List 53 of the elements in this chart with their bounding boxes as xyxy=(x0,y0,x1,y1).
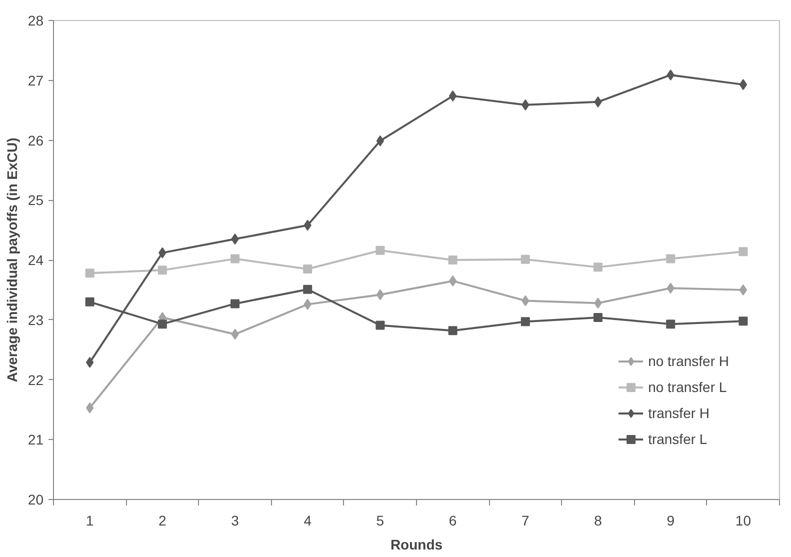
x-tick-label: 1 xyxy=(86,512,94,528)
point xyxy=(448,256,458,264)
point xyxy=(594,312,602,322)
y-tick-label: 24 xyxy=(28,252,44,268)
point xyxy=(738,247,748,256)
legend-label: transfer L xyxy=(648,431,708,447)
point xyxy=(230,299,240,308)
point xyxy=(666,320,676,329)
point xyxy=(230,254,240,264)
point xyxy=(158,266,167,275)
y-tick-label: 23 xyxy=(28,312,44,328)
y-tick-label: 21 xyxy=(28,432,44,448)
legend-label: transfer H xyxy=(648,405,710,421)
y-tick-label: 22 xyxy=(28,372,44,388)
point xyxy=(376,320,385,330)
point xyxy=(376,135,384,146)
y-tick-label: 26 xyxy=(28,132,44,148)
x-tick-label: 8 xyxy=(594,512,602,528)
point xyxy=(303,264,312,274)
y-tick-label: 27 xyxy=(28,72,44,88)
point xyxy=(594,262,602,272)
y-axis-title: Average individual payoffs (in ExCU) xyxy=(4,138,20,382)
point xyxy=(158,320,167,329)
y-tick-label: 28 xyxy=(28,12,44,28)
point xyxy=(520,317,530,326)
point xyxy=(85,297,94,306)
point xyxy=(448,326,458,336)
y-tick-label: 20 xyxy=(28,492,44,508)
x-axis-title: Rounds xyxy=(390,536,443,552)
point xyxy=(738,316,748,326)
x-tick-label: 4 xyxy=(304,512,312,528)
point xyxy=(448,275,457,286)
point xyxy=(520,254,530,264)
point xyxy=(448,90,457,102)
legend-label: no transfer L xyxy=(648,379,727,395)
legend-label: no transfer H xyxy=(648,353,729,369)
point xyxy=(85,268,94,278)
x-tick-label: 5 xyxy=(376,512,384,528)
point xyxy=(666,254,676,264)
x-tick-label: 2 xyxy=(158,512,167,528)
point xyxy=(376,246,385,255)
x-tick-label: 9 xyxy=(666,512,675,528)
point xyxy=(739,284,748,296)
y-tick-label: 25 xyxy=(28,192,44,208)
x-tick-label: 6 xyxy=(448,512,457,528)
point xyxy=(303,284,312,294)
point xyxy=(376,289,384,300)
x-tick-label: 3 xyxy=(231,512,240,528)
x-tick-label: 10 xyxy=(735,512,752,528)
x-tick-label: 7 xyxy=(522,512,530,528)
point xyxy=(86,356,94,368)
point xyxy=(86,402,94,414)
point xyxy=(739,79,748,90)
